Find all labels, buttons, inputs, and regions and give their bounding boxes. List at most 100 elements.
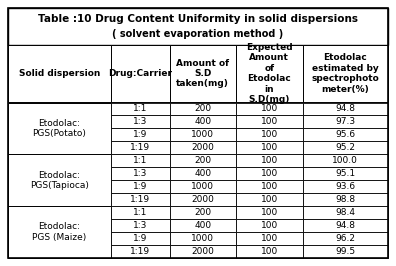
Bar — [110, 193, 169, 206]
Text: 200: 200 — [194, 208, 211, 217]
Bar — [236, 115, 303, 128]
Text: 1:3: 1:3 — [133, 169, 147, 178]
Bar — [110, 128, 169, 141]
Text: Expected
Amount
of
Etodolac
in
S.D(mg): Expected Amount of Etodolac in S.D(mg) — [246, 43, 293, 104]
Text: 1:19: 1:19 — [130, 247, 150, 256]
Text: 1:9: 1:9 — [133, 234, 147, 243]
Bar — [236, 232, 303, 245]
Text: Etodolac:
PGS(Tapioca): Etodolac: PGS(Tapioca) — [30, 171, 89, 190]
Bar — [303, 193, 388, 206]
Bar — [110, 154, 169, 167]
Text: 97.3: 97.3 — [335, 117, 355, 126]
Bar — [169, 193, 236, 206]
Bar — [8, 206, 110, 258]
Text: 93.6: 93.6 — [335, 182, 355, 191]
Bar — [303, 115, 388, 128]
Bar — [303, 219, 388, 232]
Text: 400: 400 — [194, 117, 211, 126]
Text: 100: 100 — [261, 208, 278, 217]
Text: 100: 100 — [261, 234, 278, 243]
Bar — [303, 154, 388, 167]
Bar — [110, 206, 169, 219]
Text: 2000: 2000 — [191, 247, 214, 256]
Bar — [110, 44, 169, 102]
Text: 100: 100 — [261, 105, 278, 114]
Bar — [8, 102, 110, 154]
Bar — [169, 219, 236, 232]
Text: 95.6: 95.6 — [335, 130, 355, 139]
Text: 100: 100 — [261, 182, 278, 191]
Bar — [169, 115, 236, 128]
Bar — [110, 219, 169, 232]
Bar — [236, 102, 303, 115]
Text: 99.5: 99.5 — [335, 247, 355, 256]
Bar — [169, 167, 236, 180]
Bar — [169, 141, 236, 154]
Text: 96.2: 96.2 — [335, 234, 355, 243]
Bar — [8, 154, 110, 206]
Text: 95.1: 95.1 — [335, 169, 355, 178]
Text: Etodolac:
PGS(Potato): Etodolac: PGS(Potato) — [32, 119, 86, 138]
Text: 2000: 2000 — [191, 143, 214, 152]
Bar — [303, 180, 388, 193]
Text: 98.8: 98.8 — [335, 195, 355, 204]
Bar — [110, 167, 169, 180]
Text: 1:19: 1:19 — [130, 143, 150, 152]
Text: 100: 100 — [261, 195, 278, 204]
Text: Etodolac
estimated by
spectrophoto
meter(%): Etodolac estimated by spectrophoto meter… — [311, 53, 379, 94]
Text: Table :10 Drug Content Uniformity in solid dispersions: Table :10 Drug Content Uniformity in sol… — [38, 14, 358, 24]
Bar — [236, 167, 303, 180]
Text: 1:3: 1:3 — [133, 221, 147, 230]
Bar — [303, 232, 388, 245]
Bar — [169, 44, 236, 102]
Bar — [303, 128, 388, 141]
Bar — [236, 141, 303, 154]
Text: 100: 100 — [261, 130, 278, 139]
Text: 100: 100 — [261, 221, 278, 230]
Bar — [303, 206, 388, 219]
Bar — [110, 115, 169, 128]
Text: 100: 100 — [261, 156, 278, 165]
Bar — [169, 154, 236, 167]
Bar — [303, 245, 388, 258]
Bar — [236, 128, 303, 141]
Text: 94.8: 94.8 — [335, 221, 355, 230]
Bar — [169, 102, 236, 115]
Text: 1:1: 1:1 — [133, 156, 147, 165]
Bar — [169, 245, 236, 258]
Text: 100: 100 — [261, 169, 278, 178]
Text: 98.4: 98.4 — [335, 208, 355, 217]
Bar — [169, 180, 236, 193]
Text: 94.8: 94.8 — [335, 105, 355, 114]
Bar — [169, 128, 236, 141]
Text: 100: 100 — [261, 143, 278, 152]
Bar — [110, 102, 169, 115]
Text: 100: 100 — [261, 117, 278, 126]
Bar — [169, 206, 236, 219]
Text: 1:3: 1:3 — [133, 117, 147, 126]
Bar — [8, 44, 110, 102]
Text: ( solvent evaporation method ): ( solvent evaporation method ) — [112, 29, 284, 39]
Text: Drug:Carrier: Drug:Carrier — [108, 69, 172, 78]
Bar — [236, 44, 303, 102]
Bar — [110, 180, 169, 193]
Bar — [236, 219, 303, 232]
Text: Etodolac:
PGS (Maize): Etodolac: PGS (Maize) — [32, 222, 86, 242]
Text: 1000: 1000 — [191, 234, 214, 243]
Text: 100.0: 100.0 — [332, 156, 358, 165]
Text: 1000: 1000 — [191, 182, 214, 191]
Bar — [303, 167, 388, 180]
Text: Solid dispersion: Solid dispersion — [19, 69, 100, 78]
Text: 95.2: 95.2 — [335, 143, 355, 152]
Text: 2000: 2000 — [191, 195, 214, 204]
Text: 1:19: 1:19 — [130, 195, 150, 204]
Bar — [236, 193, 303, 206]
Text: Amount of
S.D
taken(mg): Amount of S.D taken(mg) — [176, 59, 229, 88]
Bar — [236, 180, 303, 193]
Text: 400: 400 — [194, 169, 211, 178]
Bar — [303, 44, 388, 102]
Text: 1:1: 1:1 — [133, 105, 147, 114]
Bar — [236, 154, 303, 167]
Bar — [236, 245, 303, 258]
Bar — [8, 8, 388, 44]
